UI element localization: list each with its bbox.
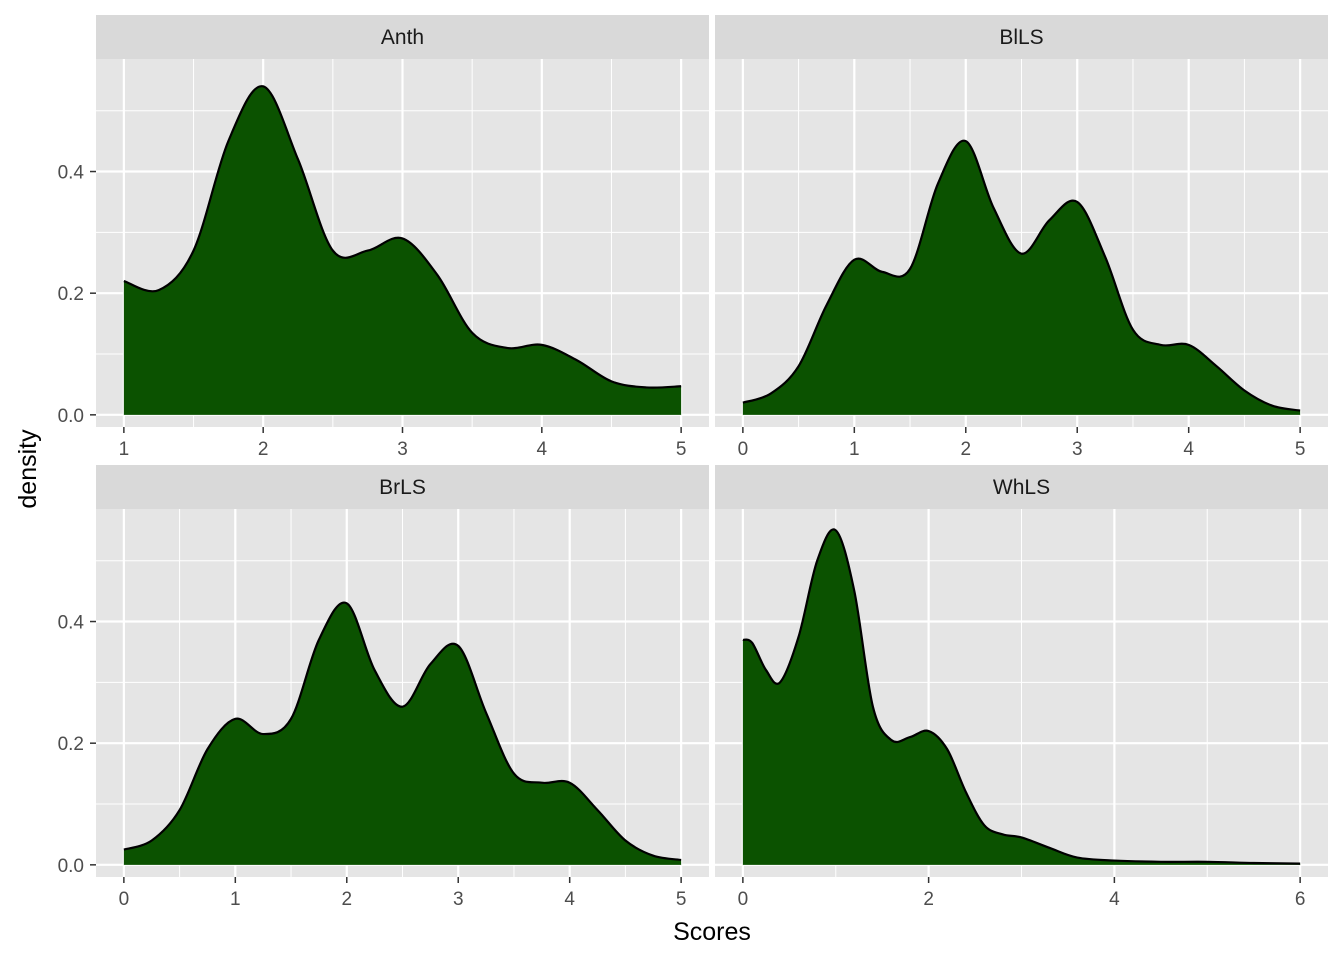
x-tick-label: 1 bbox=[230, 889, 241, 910]
y-tick-label: 0.0 bbox=[58, 856, 84, 877]
facet-strip bbox=[715, 15, 1328, 59]
x-tick-label: 3 bbox=[453, 889, 464, 910]
x-tick-label: 4 bbox=[537, 439, 548, 460]
x-tick-label: 3 bbox=[1072, 439, 1083, 460]
x-tick-label: 3 bbox=[397, 439, 408, 460]
y-tick-label: 0.2 bbox=[58, 734, 84, 755]
density-line bbox=[123, 601, 682, 862]
facet-panels: Anth 1 2 3 4 5 0.0 0.2 0.4 BlLS 0 1 2 3 4 5 BrLS 0 1 2 3 4 5 0.… bbox=[58, 15, 1328, 910]
y-tick-label: 0.2 bbox=[58, 284, 84, 305]
x-tick-label: 1 bbox=[849, 439, 860, 460]
x-tick-label: 5 bbox=[676, 889, 687, 910]
facet-brls: BrLS 0 1 2 3 4 5 0.0 0.2 0.4 bbox=[58, 465, 709, 910]
density-line bbox=[123, 85, 682, 389]
facet-blls: BlLS 0 1 2 3 4 5 bbox=[715, 15, 1328, 460]
x-tick-label: 4 bbox=[1183, 439, 1194, 460]
x-tick-label: 0 bbox=[738, 889, 749, 910]
x-axis-title: Scores bbox=[673, 918, 751, 946]
density-line bbox=[742, 528, 1301, 865]
facet-anth: Anth 1 2 3 4 5 0.0 0.2 0.4 bbox=[58, 15, 709, 460]
facet-strip bbox=[715, 465, 1328, 509]
facet-whls: WhLS 0 2 4 6 bbox=[715, 465, 1328, 910]
facet-strip bbox=[96, 465, 709, 509]
density-area bbox=[123, 602, 682, 865]
y-tick-label: 0.0 bbox=[58, 406, 84, 427]
x-tick-label: 2 bbox=[960, 439, 971, 460]
facet-strip-label: WhLS bbox=[993, 476, 1050, 499]
x-tick-label: 2 bbox=[341, 889, 352, 910]
y-tick-label: 0.4 bbox=[58, 613, 85, 634]
x-tick-label: 4 bbox=[1109, 889, 1120, 910]
density-area bbox=[742, 140, 1301, 415]
density-area bbox=[123, 86, 682, 415]
x-tick-label: 0 bbox=[119, 889, 130, 910]
x-tick-label: 4 bbox=[564, 889, 575, 910]
x-tick-label: 0 bbox=[738, 439, 749, 460]
density-area bbox=[742, 529, 1301, 865]
x-tick-label: 5 bbox=[676, 439, 687, 460]
x-tick-label: 1 bbox=[119, 439, 130, 460]
facet-strip bbox=[96, 15, 709, 59]
x-tick-label: 2 bbox=[258, 439, 269, 460]
y-axis-title: density bbox=[14, 429, 42, 509]
density-line bbox=[742, 139, 1301, 412]
x-tick-label: 5 bbox=[1295, 439, 1306, 460]
facet-strip-label: BlLS bbox=[999, 26, 1043, 49]
x-tick-label: 2 bbox=[923, 889, 934, 910]
y-tick-label: 0.4 bbox=[58, 163, 85, 184]
x-tick-label: 6 bbox=[1295, 889, 1306, 910]
facet-strip-label: BrLS bbox=[379, 476, 426, 499]
facet-strip-label: Anth bbox=[381, 26, 424, 49]
